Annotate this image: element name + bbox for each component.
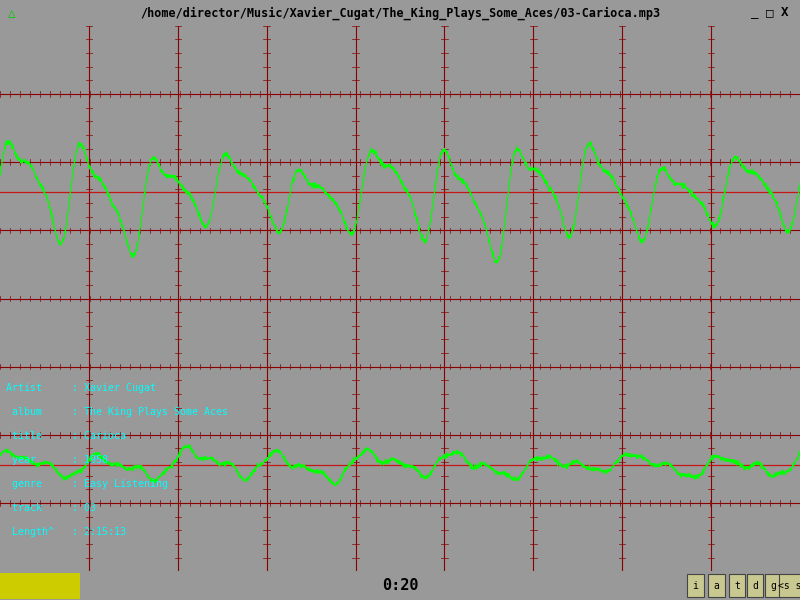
Text: t: t [734,581,740,590]
Text: album     : The King Plays Some Aces: album : The King Plays Some Aces [6,407,229,417]
Text: a: a [713,581,719,590]
Text: Artist     : Xavier Cugat: Artist : Xavier Cugat [6,383,157,393]
Text: d: d [752,581,758,590]
Bar [707,574,725,597]
Text: year      : 1958: year : 1958 [6,455,109,465]
Bar [779,574,800,597]
Text: genre     : Easy Listening: genre : Easy Listening [6,479,169,489]
Bar [729,574,745,597]
Text: i: i [692,581,698,590]
Text: △: △ [8,7,16,19]
Text: Length^   : 2:15:13: Length^ : 2:15:13 [6,527,126,537]
Text: <s s>: <s s> [778,581,800,590]
Text: g: g [770,581,776,590]
Text: title     : Carioca: title : Carioca [6,431,126,441]
Text: /home/director/Music/Xavier_Cugat/The_King_Plays_Some_Aces/03-Carioca.mp3: /home/director/Music/Xavier_Cugat/The_Ki… [140,6,660,20]
Text: X: X [782,7,789,19]
Bar [765,574,781,597]
Bar [747,574,763,597]
Text: □: □ [766,7,774,19]
Text: track     : 03: track : 03 [6,503,97,513]
Bar [686,574,703,597]
Bar [0,572,80,599]
Text: 0:20: 0:20 [382,578,418,593]
Text: _: _ [751,7,758,19]
